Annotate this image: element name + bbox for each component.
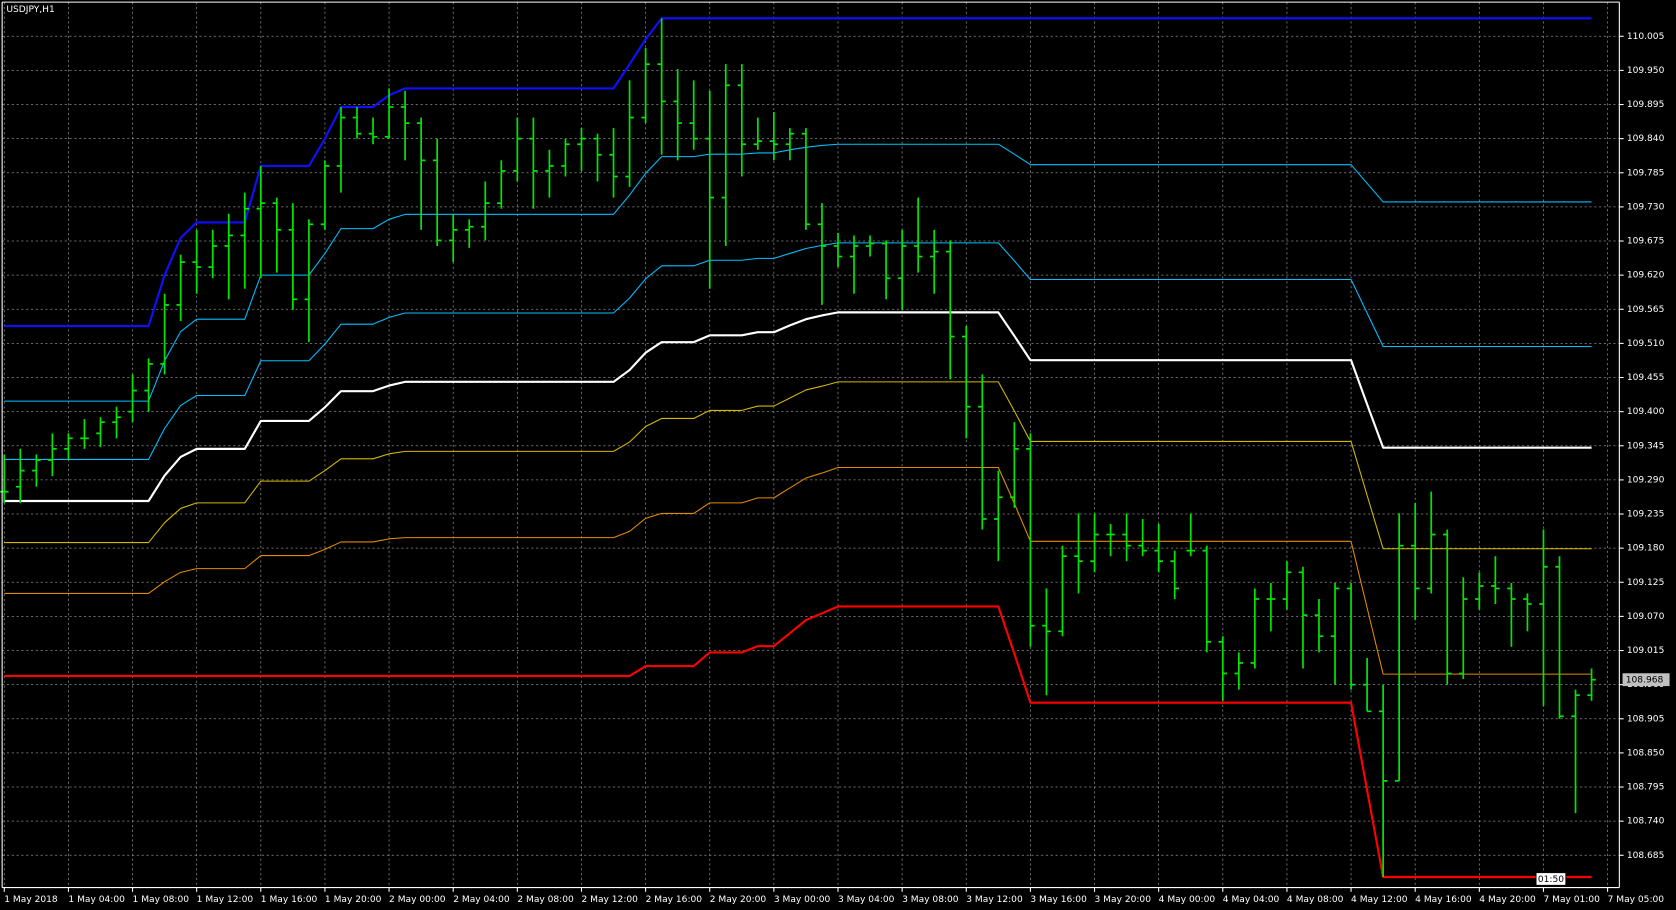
x-tick-label: 3 May 08:00 [902,895,959,905]
y-tick-label: 109.565 [1627,305,1665,315]
last-price-box [1622,673,1670,687]
timer-box [1535,872,1567,886]
x-tick-label: 4 May 20:00 [1479,895,1536,905]
indicator-line [4,311,1592,503]
x-tick-label: 3 May 16:00 [1030,895,1087,905]
bar-timer: 01:50 [1538,875,1564,885]
x-tick-label: 4 May 12:00 [1351,895,1408,905]
x-tick-label: 3 May 04:00 [838,895,895,905]
x-tick-label: 7 May 05:00 [1608,895,1665,905]
x-tick-label: 3 May 20:00 [1095,895,1152,905]
indicator-line [4,381,1592,550]
y-tick-label: 109.180 [1627,544,1665,554]
y-tick-label: 109.290 [1627,475,1665,485]
y-tick-label: 110.005 [1627,32,1665,42]
x-tick-label: 2 May 00:00 [389,895,446,905]
indicator-line [4,143,1592,402]
y-tick-label: 109.675 [1627,237,1665,247]
y-tick-label: 108.740 [1627,817,1665,827]
y-tick-label: 109.455 [1627,373,1665,383]
indicator-line [4,605,1592,879]
chart-title: USDJPY,H1 [6,5,54,15]
y-tick-label: 108.850 [1627,748,1665,758]
y-tick-label: 109.015 [1627,646,1665,656]
x-tick-label: 3 May 00:00 [774,895,831,905]
x-tick-label: 4 May 08:00 [1287,895,1344,905]
x-tick-label: 3 May 12:00 [966,895,1023,905]
x-tick-label: 4 May 00:00 [1159,895,1216,905]
x-tick-label: 1 May 04:00 [68,895,125,905]
x-tick-label: 2 May 20:00 [710,895,767,905]
x-tick-label: 4 May 16:00 [1415,895,1472,905]
y-tick-label: 109.840 [1627,134,1665,144]
x-tick-label: 2 May 04:00 [453,895,510,905]
y-tick-label: 109.730 [1627,202,1665,212]
x-tick-label: 1 May 2018 [4,895,58,905]
x-tick-label: 1 May 20:00 [325,895,382,905]
y-tick-label: 109.510 [1627,339,1665,349]
y-tick-label: 109.345 [1627,441,1665,451]
indicator-line [4,242,1592,460]
y-tick-label: 108.905 [1627,714,1665,724]
x-tick-label: 2 May 08:00 [517,895,574,905]
y-tick-label: 109.070 [1627,612,1665,622]
y-tick-label: 109.950 [1627,66,1665,76]
bar-layer [0,18,1596,877]
x-tick-label: 4 May 04:00 [1223,895,1280,905]
x-tick-label: 7 May 01:00 [1543,895,1600,905]
indicator-layer [4,17,1592,879]
y-tick-label: 109.620 [1627,271,1665,281]
y-tick-label: 109.785 [1627,168,1665,178]
y-tick-label: 109.125 [1627,578,1665,588]
y-tick-label: 109.400 [1627,407,1665,417]
x-tick-label: 2 May 12:00 [581,895,638,905]
y-tick-label: 109.895 [1627,100,1665,110]
indicator-line [4,17,1592,328]
indicator-line [4,466,1592,675]
x-tick-label: 1 May 12:00 [197,895,254,905]
x-tick-label: 2 May 16:00 [646,895,703,905]
x-tick-label: 1 May 08:00 [133,895,190,905]
y-tick-label: 108.685 [1627,851,1665,861]
y-tick-label: 108.795 [1627,783,1665,793]
x-tick-label: 1 May 16:00 [261,895,318,905]
y-tick-label: 109.235 [1627,510,1665,520]
last-price-label: 108.968 [1626,676,1664,686]
